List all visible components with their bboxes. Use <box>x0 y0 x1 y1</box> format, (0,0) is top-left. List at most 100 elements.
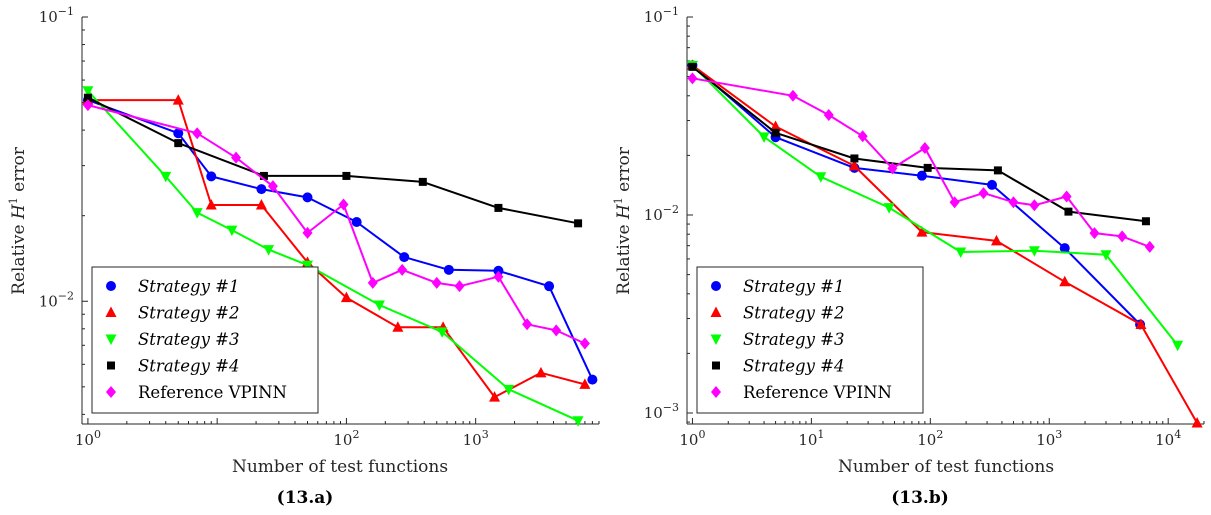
data-point <box>919 141 930 154</box>
legend-marker <box>710 334 722 345</box>
legend-label: Strategy #1 <box>138 277 240 296</box>
data-point <box>351 217 362 228</box>
data-point <box>263 245 275 256</box>
data-point <box>815 172 827 183</box>
x-tick-label: 101 <box>798 428 824 449</box>
data-point <box>551 324 562 337</box>
data-point <box>259 171 268 180</box>
legend-label: Strategy #3 <box>138 330 240 349</box>
data-point <box>205 199 217 210</box>
series-5 <box>82 99 590 350</box>
data-point <box>993 166 1002 175</box>
data-point <box>848 159 860 171</box>
data-point <box>454 280 465 293</box>
data-point <box>1117 230 1128 243</box>
series-line <box>692 77 1151 248</box>
y-tick-label: 10−2 <box>39 289 74 310</box>
panel-label: (13.b) <box>891 488 949 508</box>
data-point <box>758 132 770 143</box>
x-tick-label: 104 <box>1155 428 1181 449</box>
data-point <box>503 384 515 396</box>
data-point <box>191 208 203 219</box>
data-point <box>923 163 932 172</box>
legend-label: Strategy #4 <box>138 357 240 376</box>
series-line <box>87 90 579 422</box>
data-point <box>1089 227 1100 240</box>
data-point <box>256 184 267 195</box>
data-point <box>418 177 427 186</box>
data-point <box>990 234 1002 246</box>
data-point <box>544 281 555 292</box>
data-point <box>206 171 217 182</box>
data-point <box>174 139 183 148</box>
panel-label: (13.a) <box>277 488 334 508</box>
legend-marker <box>711 281 721 291</box>
series-line <box>691 64 1179 346</box>
data-point <box>1059 243 1070 254</box>
chart-panel-1: 100 102 103 10−1 10−2 Number of test function… <box>7 5 600 508</box>
data-point <box>172 94 184 105</box>
series-3 <box>82 86 584 427</box>
legend-label: Reference VPINN <box>743 383 892 402</box>
x-axis-title: Number of test functions <box>838 457 1054 477</box>
legend-label: Strategy #2 <box>743 304 845 323</box>
legend-box <box>91 266 319 414</box>
data-point <box>1028 246 1040 257</box>
legend: Strategy #1 Strategy #2 Strategy #3 Strateg… <box>696 266 924 414</box>
y-tick-label: 10−2 <box>644 203 679 224</box>
data-point <box>399 252 410 263</box>
data-point <box>1061 190 1072 203</box>
legend-marker <box>106 281 116 291</box>
data-point <box>82 99 93 112</box>
data-point <box>338 198 349 211</box>
data-point <box>1135 318 1147 329</box>
data-point <box>160 171 172 183</box>
legend-label: Strategy #3 <box>743 330 845 349</box>
data-point <box>1141 217 1150 226</box>
x-tick-label: 103 <box>1036 428 1062 449</box>
data-point <box>955 247 967 259</box>
legend-marker <box>107 361 115 370</box>
data-point <box>255 199 267 210</box>
data-point <box>916 226 928 237</box>
data-point <box>489 391 501 402</box>
data-point <box>431 276 442 289</box>
data-point <box>397 263 408 276</box>
data-point <box>436 327 448 338</box>
data-point <box>340 291 352 303</box>
series-line <box>87 96 579 225</box>
data-point <box>82 86 94 97</box>
data-point <box>302 192 313 203</box>
legend-marker <box>105 334 117 345</box>
data-point <box>1029 199 1040 212</box>
x-tick-label: 102 <box>333 428 359 449</box>
data-point <box>302 260 314 272</box>
data-point <box>986 179 997 190</box>
data-point <box>535 366 547 378</box>
data-point <box>688 62 697 71</box>
data-point <box>1059 275 1071 287</box>
data-point <box>83 93 92 102</box>
legend-label: Strategy #1 <box>743 277 845 296</box>
legend-marker <box>105 306 117 317</box>
data-point <box>443 264 454 275</box>
series-line <box>87 104 586 345</box>
x-tick-label: 100 <box>679 428 705 449</box>
series-line <box>691 64 1198 424</box>
y-axis-title: Relative H1 error <box>612 146 634 295</box>
legend-label: Strategy #4 <box>743 357 845 376</box>
data-point <box>494 203 503 212</box>
chart-panel-2: 100 101 102 103 104 10−1 10−2 10−3 Number of tes… <box>612 5 1205 508</box>
legend-label: Reference VPINN <box>138 383 287 402</box>
series-4 <box>83 93 583 228</box>
data-point <box>587 374 598 385</box>
data-point <box>342 171 351 180</box>
data-point <box>1172 340 1184 352</box>
data-point <box>579 378 591 389</box>
x-tick-label: 100 <box>75 428 101 449</box>
y-axis-title: Relative H1 error <box>7 146 29 295</box>
data-point <box>1144 240 1155 253</box>
x-axis-title: Number of test functions <box>232 457 448 477</box>
data-point <box>787 89 798 102</box>
